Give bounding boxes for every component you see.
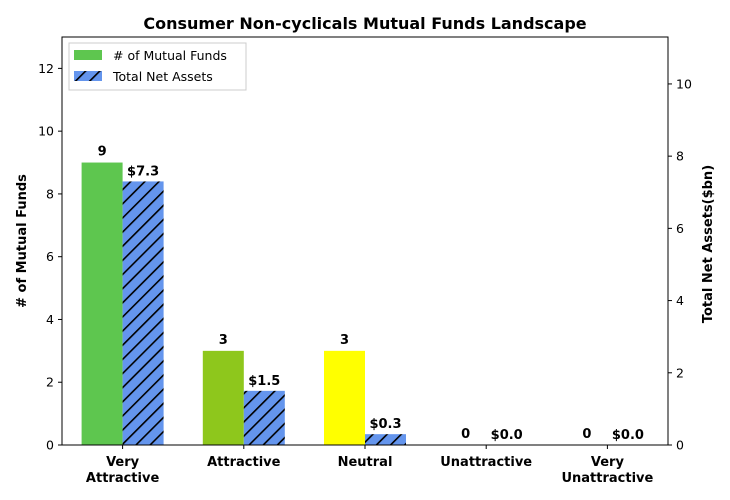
y2-tick-label: 0 <box>676 438 684 453</box>
data-label-net-assets: $1.5 <box>248 374 280 389</box>
data-label-net-assets: $0.3 <box>369 417 401 432</box>
legend-swatch-mutual-funds <box>74 50 102 60</box>
data-label-mutual-funds: 3 <box>219 333 228 348</box>
bar-mutual-funds <box>81 162 123 446</box>
x-tick-label: Very <box>591 455 625 470</box>
y-tick-label: 10 <box>38 124 54 139</box>
x-tick-label: Very <box>106 455 140 470</box>
y2-tick-label: 2 <box>676 365 684 380</box>
bar-net-assets <box>122 181 164 445</box>
x-tick-label: Attractive <box>207 455 281 470</box>
plot-area: 9$7.3VeryAttractive3$1.5Attractive3$0.3N… <box>15 36 716 486</box>
x-tick-label: Attractive <box>86 471 160 486</box>
y2-tick-label: 8 <box>676 149 684 164</box>
data-label-net-assets: $0.0 <box>491 428 523 443</box>
plot-frame <box>61 36 669 446</box>
data-label-mutual-funds: 3 <box>340 333 349 348</box>
y2-tick-label: 6 <box>676 221 684 236</box>
legend-swatch-net-assets <box>74 71 102 81</box>
y-tick-label: 4 <box>46 312 54 327</box>
y2-axis-label: Total Net Assets($bn) <box>701 165 716 323</box>
data-label-mutual-funds: 0 <box>461 427 470 442</box>
y-tick-label: 0 <box>46 438 54 453</box>
y2-tick-label: 4 <box>676 293 684 308</box>
bar-net-assets <box>365 434 406 445</box>
y-tick-label: 2 <box>46 375 54 390</box>
chart-title: Consumer Non-cyclicals Mutual Funds Land… <box>143 14 586 33</box>
y-axis-label: # of Mutual Funds <box>15 174 30 308</box>
y2-tick-label: 10 <box>676 76 692 91</box>
y-tick-label: 8 <box>46 186 54 201</box>
data-label-mutual-funds: 0 <box>582 427 591 442</box>
y-tick-label: 6 <box>46 249 54 264</box>
data-label-mutual-funds: 9 <box>98 145 107 160</box>
x-tick-label: Unattractive <box>440 455 532 470</box>
x-tick-label: Neutral <box>338 455 393 470</box>
bar-net-assets <box>243 390 285 445</box>
legend-label-net-assets: Total Net Assets <box>112 69 213 84</box>
legend-label-mutual-funds: # of Mutual Funds <box>113 48 227 63</box>
bar-mutual-funds <box>202 350 244 445</box>
bar-mutual-funds <box>324 350 365 445</box>
x-tick-label: Unattractive <box>561 471 653 486</box>
y-tick-label: 12 <box>38 61 54 76</box>
data-label-net-assets: $0.0 <box>612 428 644 443</box>
data-label-net-assets: $7.3 <box>127 164 159 179</box>
